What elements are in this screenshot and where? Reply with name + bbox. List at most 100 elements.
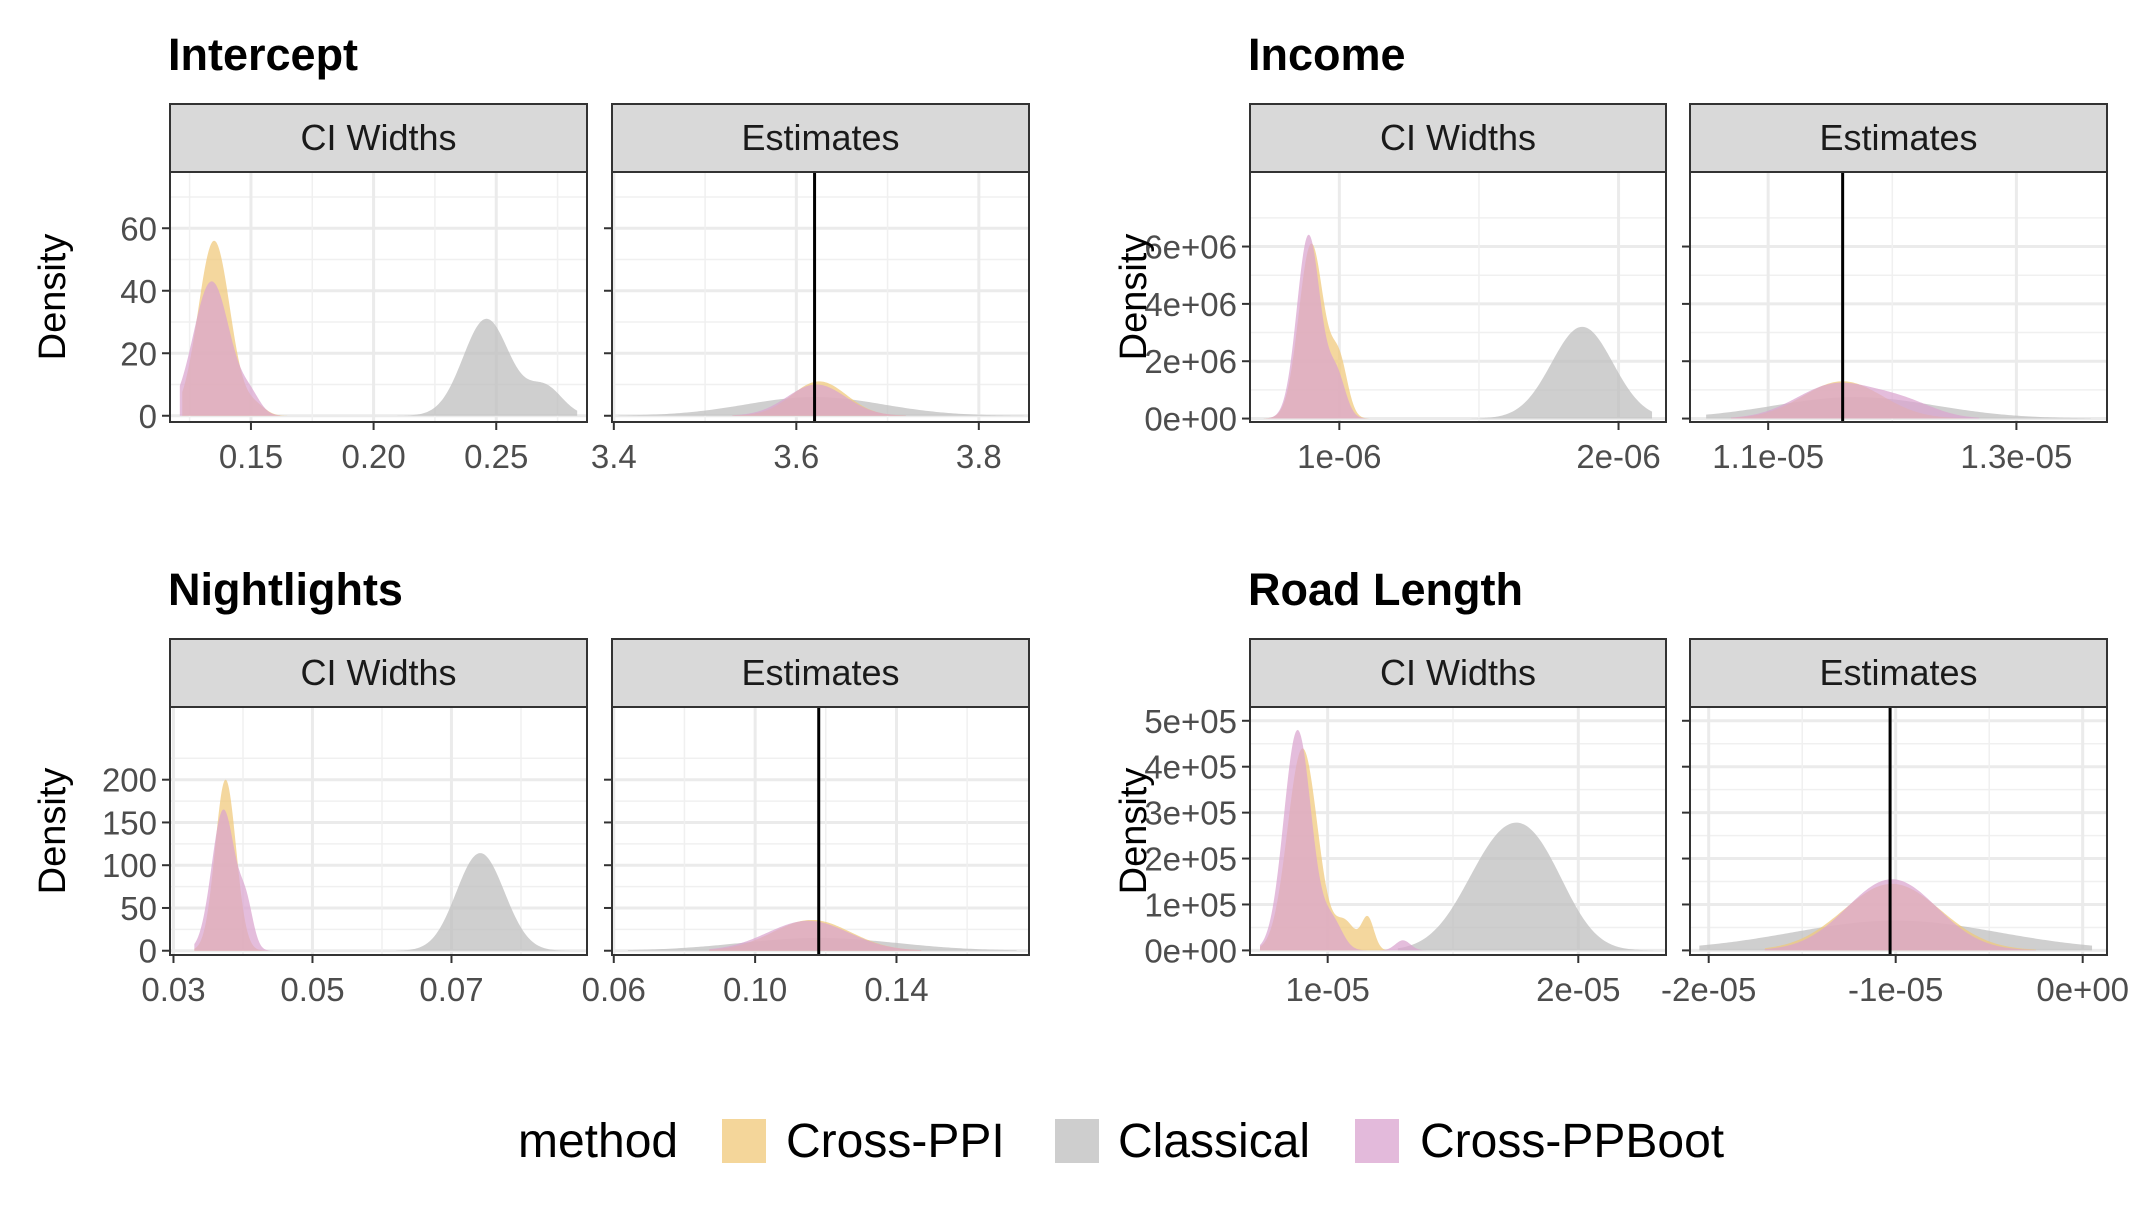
density-cross-ppboot xyxy=(1730,382,1980,419)
x-tick-label: 0.06 xyxy=(582,971,646,1008)
density-layer xyxy=(618,381,1025,416)
y-tick-label: 6e+06 xyxy=(1144,229,1237,266)
density-cross-ppboot xyxy=(194,809,278,951)
y-tick-label: 50 xyxy=(120,890,157,927)
density-cross-ppboot xyxy=(1764,879,2036,951)
y-tick-label: 5e+05 xyxy=(1144,703,1237,740)
y-axis-label: Density xyxy=(1113,768,1155,895)
facet-strip xyxy=(1689,103,2108,173)
density-layer xyxy=(627,919,1017,951)
estimates-panel-3: Estimates -2e-05 -1e-05 0e+00 xyxy=(1661,638,2129,1008)
facet-strip-label: CI Widths xyxy=(300,117,456,158)
density-layer xyxy=(1699,879,2093,951)
legend-label: Classical xyxy=(1118,1115,1310,1168)
legend-title: method xyxy=(518,1115,678,1168)
ci-widths-panel-1: CI Widths 1e-06 2e-06 0e+00 2e+06 4e+06 6e+06D… xyxy=(1113,103,1667,475)
legend-label: Cross-PPBoot xyxy=(1420,1115,1724,1168)
density-layer xyxy=(194,779,570,951)
facet-strip-label: Estimates xyxy=(1819,117,1977,158)
x-tick-label: 2e-06 xyxy=(1576,438,1660,475)
y-tick-label: 0e+00 xyxy=(1144,401,1237,438)
density-classical xyxy=(385,318,578,416)
x-tick-label: 0.10 xyxy=(723,971,787,1008)
x-tick-label: 1e-06 xyxy=(1297,438,1381,475)
legend-label: Cross-PPI xyxy=(786,1115,1005,1168)
facet-strip xyxy=(611,103,1030,173)
panel-background xyxy=(612,172,1029,422)
density-cross-ppboot xyxy=(1261,234,1382,419)
ci-widths-panel-3: CI Widths 1e-05 2e-05 0e+00 1e+05 2e+05 3e+05 4… xyxy=(1113,638,1667,1008)
x-tick-label: 3.8 xyxy=(956,438,1002,475)
facet-strip xyxy=(169,638,588,708)
y-tick-label: 2e+05 xyxy=(1144,841,1237,878)
y-axis-label: Density xyxy=(1113,234,1155,361)
y-tick-label: 4e+05 xyxy=(1144,749,1237,786)
x-tick-label: 0.03 xyxy=(141,971,205,1008)
x-tick-label: 0.05 xyxy=(280,971,344,1008)
x-tick-label: 0.20 xyxy=(341,438,405,475)
density-cross-ppboot xyxy=(709,920,922,951)
panel-background xyxy=(612,707,1029,955)
y-tick-label: 150 xyxy=(102,804,157,841)
density-cross-ppboot xyxy=(732,384,906,416)
y-tick-label: 40 xyxy=(120,273,157,310)
panel-title: Intercept xyxy=(168,29,358,80)
facet-strip xyxy=(169,103,588,173)
panel-title: Income xyxy=(1248,29,1406,80)
x-tick-label: 0e+00 xyxy=(2036,971,2129,1008)
x-tick-label: 1e-05 xyxy=(1285,971,1369,1008)
density-layer xyxy=(179,240,578,416)
y-tick-label: 0 xyxy=(139,398,157,435)
y-tick-label: 100 xyxy=(102,847,157,884)
facet-strip-label: Estimates xyxy=(741,652,899,693)
ci-widths-panel-0: CI Widths 0.15 0.20 0.25 0 20 40 60 Density xyxy=(32,103,588,475)
legend-swatch-cross-ppboot xyxy=(1355,1119,1399,1163)
x-tick-label: -1e-05 xyxy=(1848,971,1943,1008)
legend: method Cross-PPI Classical Cross-PPBoot xyxy=(518,1115,1724,1168)
density-classical xyxy=(395,853,570,951)
facet-strip-label: Estimates xyxy=(741,117,899,158)
y-tick-label: 4e+06 xyxy=(1144,286,1237,323)
x-tick-label: 2e-05 xyxy=(1536,971,1620,1008)
facet-strip-label: CI Widths xyxy=(300,652,456,693)
x-tick-label: 0.15 xyxy=(219,438,283,475)
x-tick-label: -2e-05 xyxy=(1661,971,1756,1008)
x-tick-label: 3.6 xyxy=(773,438,819,475)
x-tick-label: 1.3e-05 xyxy=(1960,438,2072,475)
y-tick-label: 60 xyxy=(120,210,157,247)
density-cross-ppboot xyxy=(1260,729,1428,951)
x-tick-label: 1.1e-05 xyxy=(1712,438,1824,475)
facet-strip xyxy=(611,638,1030,708)
density-classical xyxy=(1470,326,1653,419)
x-tick-label: 3.4 xyxy=(591,438,637,475)
x-tick-label: 0.25 xyxy=(464,438,528,475)
density-layer xyxy=(1260,729,1654,951)
y-tick-label: 2e+06 xyxy=(1144,343,1237,380)
panel-title: Road Length xyxy=(1248,564,1523,615)
y-tick-label: 20 xyxy=(120,335,157,372)
density-cross-ppboot xyxy=(179,281,281,416)
y-tick-label: 1e+05 xyxy=(1144,886,1237,923)
y-tick-label: 3e+05 xyxy=(1144,795,1237,832)
panel-background xyxy=(1690,172,2107,422)
ci-widths-panel-2: CI Widths 0.03 0.05 0.07 0 50 100 150 200 Density xyxy=(32,638,588,1008)
facet-strip-label: CI Widths xyxy=(1380,652,1536,693)
facet-strip xyxy=(1249,103,1667,173)
facet-strip-label: CI Widths xyxy=(1380,117,1536,158)
facet-strip xyxy=(1689,638,2108,708)
density-layer xyxy=(1706,381,2091,419)
x-tick-label: 0.14 xyxy=(864,971,928,1008)
legend-swatch-cross-ppi xyxy=(722,1119,766,1163)
x-tick-label: 0.07 xyxy=(419,971,483,1008)
density-layer xyxy=(1261,234,1653,419)
estimates-panel-1: Estimates 1.1e-05 1.3e-05 xyxy=(1682,103,2108,475)
estimates-panel-0: Estimates 3.4 3.6 3.8 xyxy=(591,103,1030,475)
y-axis-label: Density xyxy=(32,234,74,361)
y-tick-label: 200 xyxy=(102,762,157,799)
estimates-panel-2: Estimates 0.06 0.10 0.14 xyxy=(582,638,1030,1008)
y-axis-label: Density xyxy=(32,768,74,895)
legend-swatch-classical xyxy=(1055,1119,1099,1163)
facet-strip-label: Estimates xyxy=(1819,652,1977,693)
y-tick-label: 0 xyxy=(139,933,157,970)
